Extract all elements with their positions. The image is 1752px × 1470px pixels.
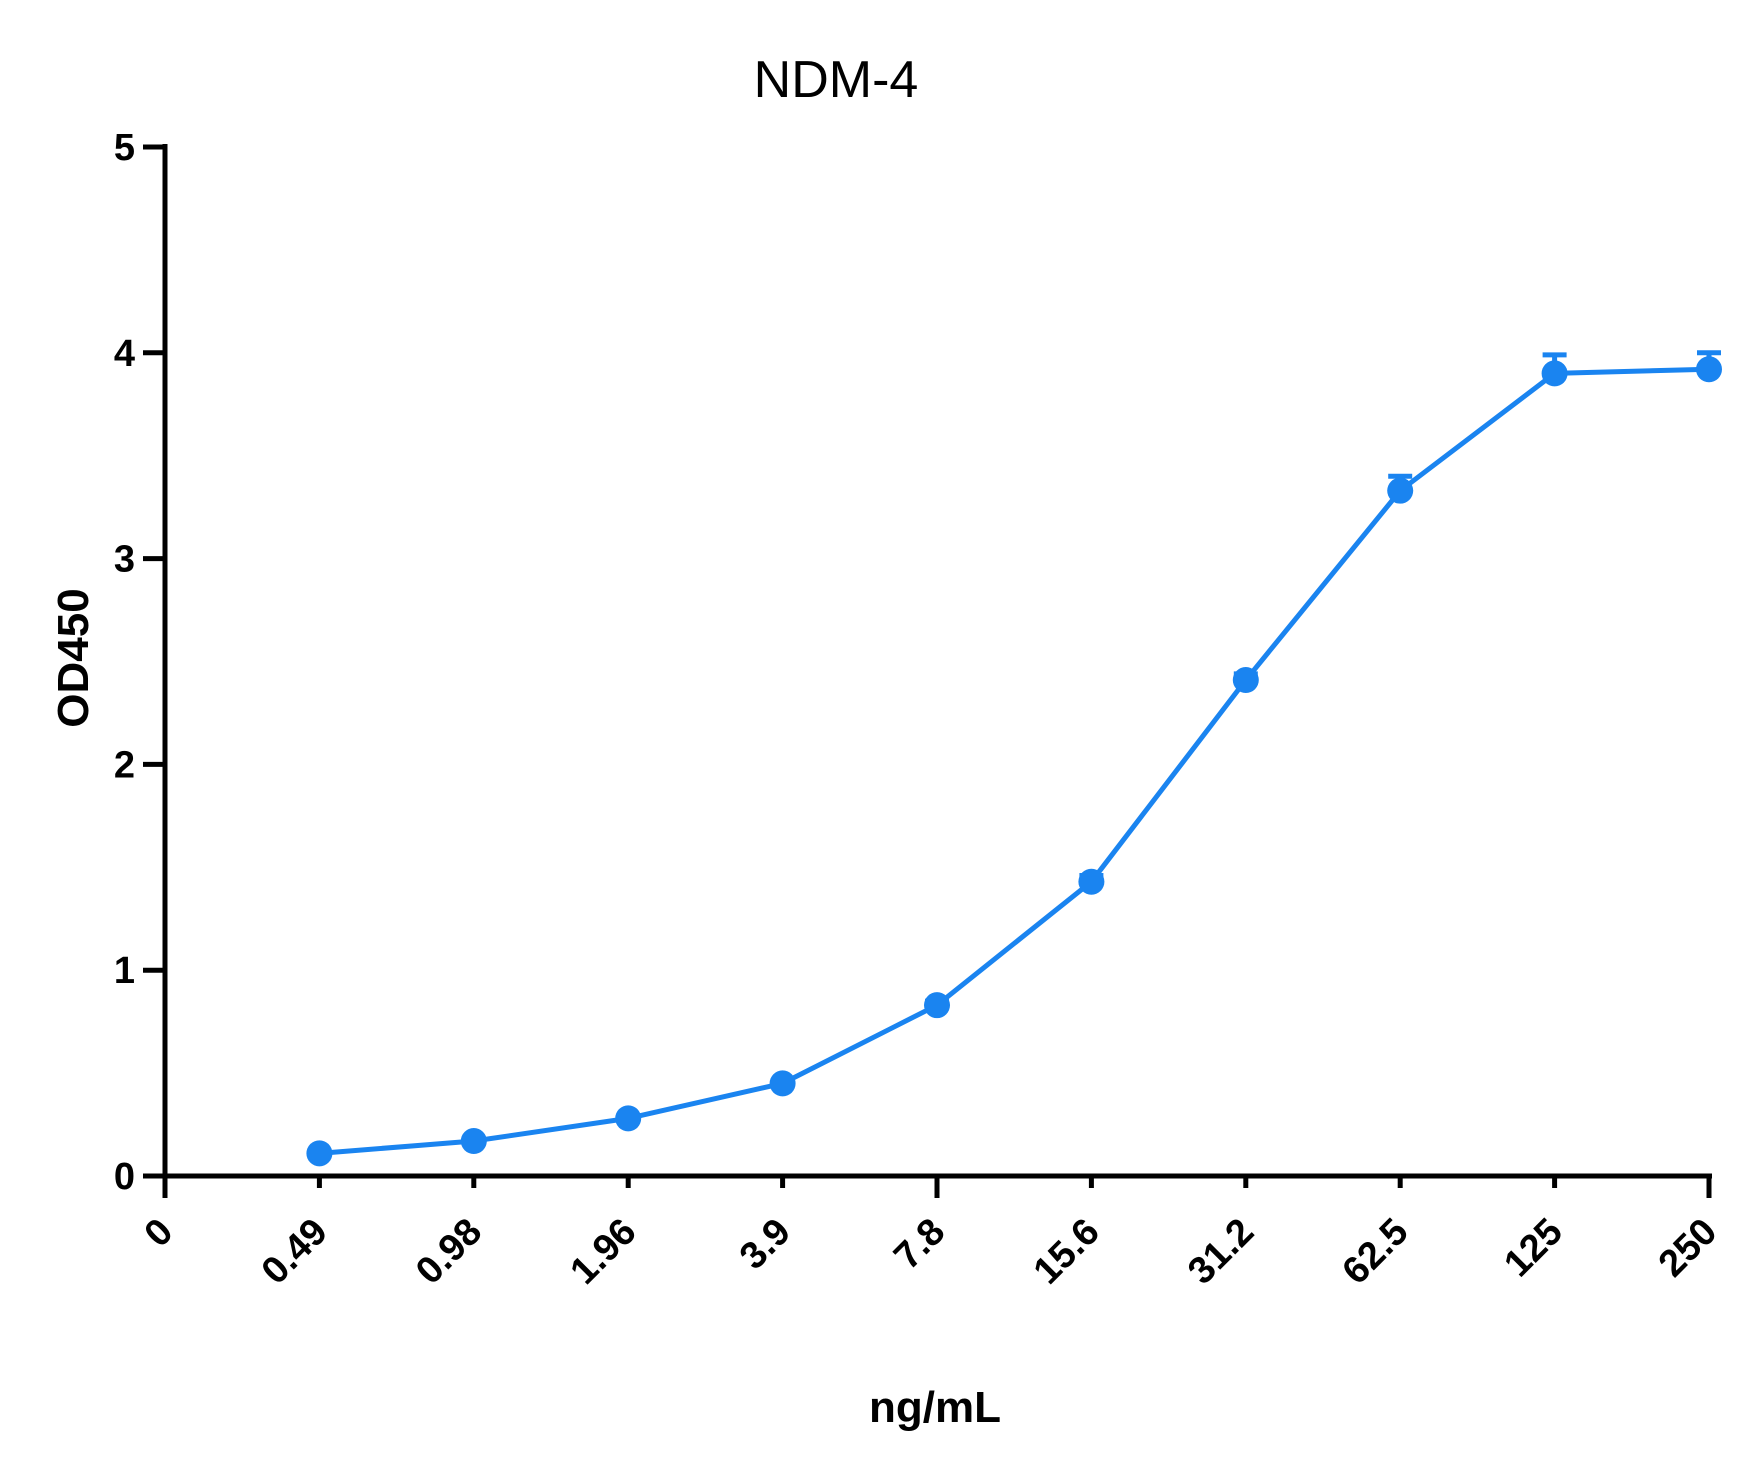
y-tick-label: 4: [114, 333, 135, 375]
x-tick-label: 125: [1496, 1211, 1571, 1286]
x-tick-label: 31.2: [1180, 1211, 1262, 1293]
x-tick-label: 250: [1651, 1211, 1726, 1286]
data-point: [1387, 477, 1414, 504]
data-point: [460, 1128, 487, 1155]
x-tick-label: 62.5: [1335, 1211, 1417, 1293]
x-tick-label: 1.96: [563, 1211, 645, 1293]
x-tick-label: 0: [137, 1211, 182, 1256]
data-point: [924, 992, 950, 1019]
plot-area: [306, 350, 1722, 1167]
data-point: [769, 1070, 796, 1097]
data-point: [306, 1140, 333, 1167]
y-axis: 0 1 2 3 4 5: [114, 127, 168, 1198]
data-point: [1078, 868, 1105, 895]
x-axis: 0 0.49 0.98 1.96 3.9 7.8 15.6 31.2 62.5 125 250: [137, 1173, 1726, 1293]
y-tick-label: 0: [114, 1156, 135, 1198]
x-axis-label: ng/mL: [869, 1383, 1001, 1432]
y-tick-label: 1: [114, 950, 135, 992]
y-tick-label: 2: [114, 744, 135, 786]
data-point: [1696, 356, 1722, 383]
data-point: [1232, 667, 1259, 694]
x-tick-label: 3.9: [732, 1211, 799, 1278]
data-point: [615, 1105, 642, 1132]
x-tick-label: 15.6: [1026, 1211, 1108, 1293]
chart-title: NDM-4: [754, 51, 919, 109]
y-tick-label: 3: [114, 539, 135, 581]
data-point: [1541, 360, 1568, 387]
y-tick-label: 5: [114, 127, 135, 169]
x-tick-label: 0.98: [408, 1211, 490, 1293]
y-axis-label: OD450: [49, 588, 98, 727]
x-tick-label: 0.49: [254, 1211, 336, 1293]
x-tick-label: 7.8: [886, 1211, 953, 1278]
series-line: [319, 366, 1710, 1156]
